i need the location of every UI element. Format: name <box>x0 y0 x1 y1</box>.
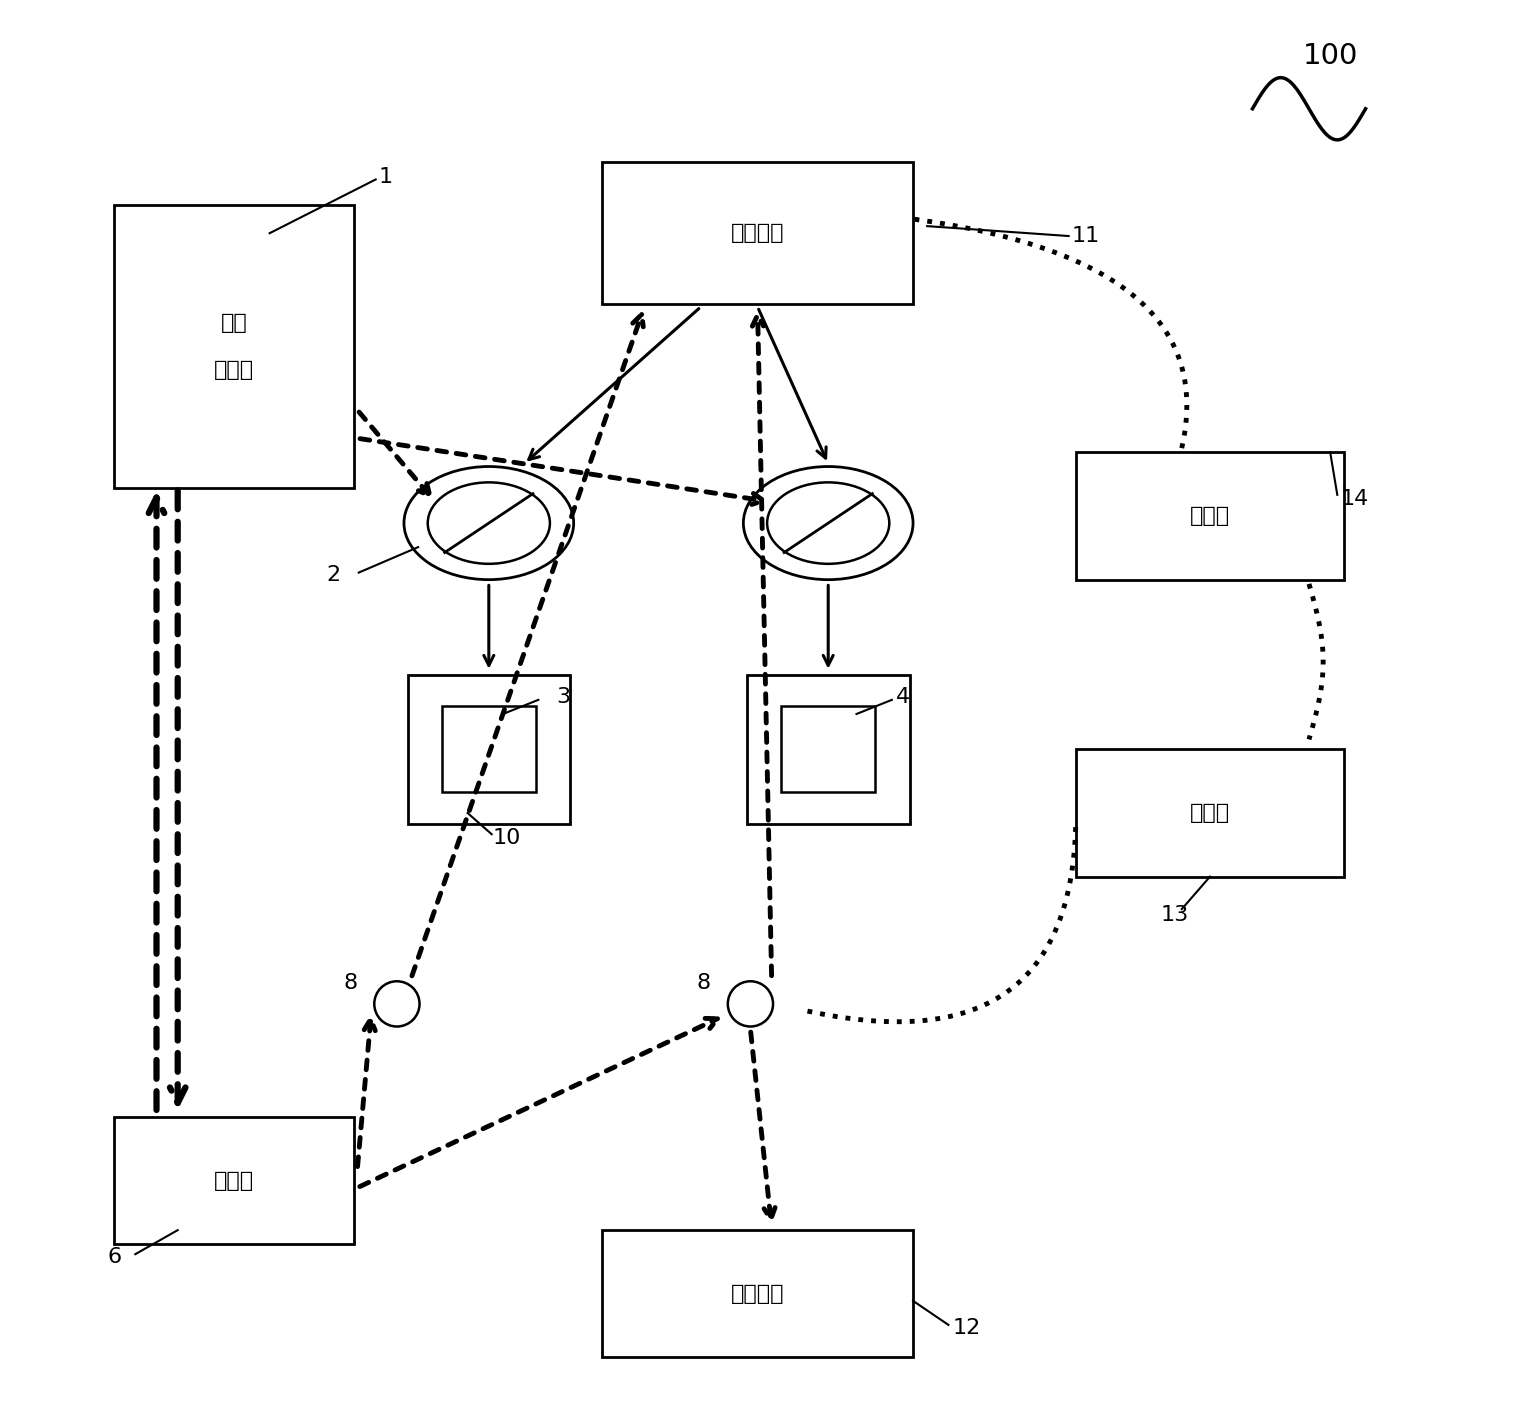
Text: 供应装置: 供应装置 <box>730 223 785 243</box>
Bar <box>1076 750 1344 877</box>
Text: 8: 8 <box>344 972 358 992</box>
Bar <box>408 675 570 824</box>
Text: 6: 6 <box>108 1247 121 1267</box>
Text: 100: 100 <box>1303 43 1357 70</box>
Text: 监控台: 监控台 <box>214 1171 255 1191</box>
Circle shape <box>727 981 773 1027</box>
Text: 13: 13 <box>1160 905 1189 925</box>
Bar <box>1076 453 1344 580</box>
Text: 1: 1 <box>379 167 392 187</box>
Text: 4: 4 <box>895 687 911 707</box>
Bar <box>442 707 536 793</box>
Text: 12: 12 <box>953 1318 980 1338</box>
Text: 14: 14 <box>1341 488 1368 508</box>
Text: 10: 10 <box>492 828 521 848</box>
Ellipse shape <box>744 467 914 580</box>
Text: 2: 2 <box>326 565 341 585</box>
Bar <box>747 675 909 824</box>
Text: 3: 3 <box>556 687 571 707</box>
Bar <box>782 707 876 793</box>
Bar <box>114 206 355 488</box>
Text: 收集装置: 收集装置 <box>730 1284 785 1304</box>
Bar <box>601 163 914 304</box>
Text: 8: 8 <box>697 972 711 992</box>
Bar <box>601 1230 914 1358</box>
Bar <box>114 1117 355 1244</box>
Ellipse shape <box>405 467 574 580</box>
Ellipse shape <box>767 483 889 564</box>
Text: 冷凝器: 冷凝器 <box>1189 506 1230 526</box>
Text: 11: 11 <box>1071 226 1100 246</box>
Ellipse shape <box>427 483 550 564</box>
Text: 压缩机: 压缩机 <box>1189 803 1230 823</box>
Text: 温度

控制器: 温度 控制器 <box>214 313 255 380</box>
Circle shape <box>374 981 420 1027</box>
